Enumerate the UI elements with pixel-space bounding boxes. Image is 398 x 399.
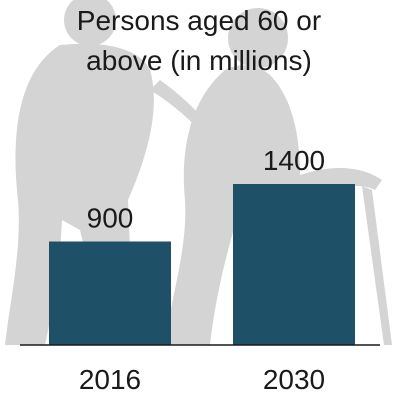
bar-2030 [233,184,355,345]
x-tick-label-2016: 2016 [79,364,141,395]
bar-2016 [49,241,171,345]
data-label-2016: 900 [87,203,134,234]
chart-title-line-1: Persons aged 60 or [77,5,321,36]
bar-group [49,184,355,345]
data-label-2030: 1400 [263,145,325,176]
x-tick-group: 2016 2030 [79,364,325,395]
data-label-group: 900 1400 [87,145,326,234]
x-tick-label-2030: 2030 [263,364,325,395]
chart-title-line-2: above (in millions) [86,45,312,76]
